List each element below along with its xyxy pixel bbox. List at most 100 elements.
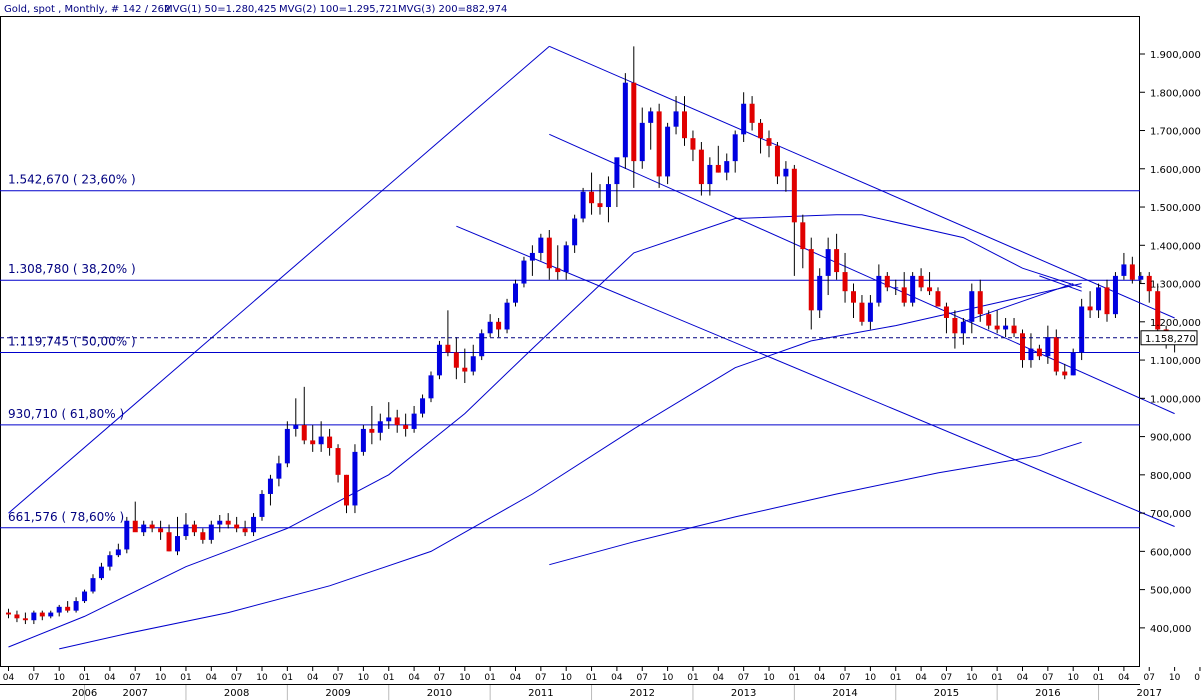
x-tick-label: 07: [434, 673, 445, 683]
candle-body: [639, 122, 645, 162]
ma2-label: MVG(2) 100=1.295,721: [279, 4, 398, 15]
x-tick-label: 07: [637, 673, 648, 683]
candle-body: [715, 164, 721, 173]
candle-body: [98, 566, 104, 579]
candle-body: [513, 283, 518, 303]
y-tick-label: 400,000: [1150, 624, 1191, 635]
x-tick-label: 10: [1067, 673, 1079, 683]
x-tick-label: 04: [1017, 673, 1029, 683]
candle-body: [935, 291, 941, 307]
candle-body: [386, 417, 392, 422]
x-tick-label: 07: [332, 673, 343, 683]
candle-body: [910, 275, 916, 303]
plot-frame: [0, 16, 1140, 667]
x-tick-label: 10: [865, 673, 877, 683]
candle-body: [369, 428, 375, 433]
ma1-label: MVG(1) 50=1.280,425: [164, 4, 277, 15]
candle-body: [1045, 337, 1051, 357]
candle-body: [884, 275, 890, 288]
trendlines: [8, 45, 1175, 527]
y-tick-label: 1.700,000: [1150, 127, 1201, 138]
candle-body: [335, 448, 341, 475]
candle-body: [1087, 306, 1093, 311]
candle-body: [504, 302, 510, 330]
trendline: [456, 225, 1175, 527]
x-tick-label: 01: [282, 673, 293, 683]
y-tick-label: 500,000: [1150, 586, 1191, 597]
candle-body: [14, 614, 20, 619]
candle-body: [960, 321, 966, 334]
x-tick-label: 04: [915, 673, 927, 683]
candle-body: [851, 291, 856, 303]
candle-body: [876, 275, 882, 303]
candle-body: [132, 520, 138, 533]
candle-body: [420, 398, 426, 414]
x-tick-label: 01: [1194, 673, 1201, 683]
candle-body: [344, 474, 349, 506]
x-tick-label: 04: [104, 673, 116, 683]
y-axis: 400,000 500,000 600,000 700,000 800,000 900,0…: [1140, 50, 1201, 635]
candle-body: [208, 524, 214, 540]
candle-body: [952, 317, 958, 334]
candle-body: [834, 249, 840, 273]
candle-body: [107, 555, 113, 567]
candle-body: [6, 612, 11, 615]
x-tick-label: 10: [358, 673, 370, 683]
fib-label: 1.542,670 ( 23,60% ): [8, 173, 136, 187]
candle-body: [259, 493, 265, 517]
candle-body: [39, 612, 45, 617]
x-tick-label: 10: [1169, 673, 1181, 683]
y-tick-label: 1.000,000: [1150, 394, 1201, 405]
candle-body: [487, 321, 493, 334]
x-tick-label: 04: [206, 673, 218, 683]
candle-body: [310, 440, 316, 445]
candle-body: [453, 352, 459, 368]
candle-body: [183, 524, 189, 537]
candle-body: [284, 428, 290, 464]
candle-body: [48, 612, 54, 617]
candle-body: [927, 287, 933, 292]
candle-body: [73, 601, 79, 611]
y-tick-label: 900,000: [1150, 433, 1191, 444]
fib-label: 1.308,780 ( 38,20% ): [8, 262, 136, 276]
ma3-label: MVG(3) 200=882,974: [398, 4, 507, 15]
x-year-label: 2015: [934, 688, 959, 699]
candle-body: [605, 184, 611, 208]
x-tick-label: 10: [256, 673, 268, 683]
candle-body: [859, 302, 865, 322]
candle-body: [555, 268, 561, 273]
candle-body: [808, 249, 814, 311]
candle-body: [234, 524, 240, 529]
candle-body: [867, 302, 873, 322]
fib-label: 930,710 ( 61,80% ): [8, 407, 124, 421]
candle-body: [428, 375, 434, 399]
candle-body: [217, 520, 223, 525]
x-tick-label: 01: [383, 673, 394, 683]
candle-body: [893, 287, 899, 289]
candle-body: [614, 157, 620, 185]
candle-body: [943, 306, 949, 318]
candle-body: [445, 344, 451, 353]
y-tick-label: 1.500,000: [1150, 203, 1201, 214]
candle-body: [1104, 287, 1110, 315]
candle-body: [327, 436, 333, 449]
x-axis: 04 07 10 01 04 07 10 01 04 07 10 01 04 07 10 01 04 07 10 01…: [3, 667, 1201, 700]
candle-body: [124, 520, 130, 550]
x-tick-label: 07: [231, 673, 242, 683]
x-tick-label: 04: [713, 673, 725, 683]
candle-body: [403, 425, 409, 429]
x-tick-label: 07: [28, 673, 39, 683]
x-tick-label: 04: [307, 673, 319, 683]
x-year-label: 2012: [630, 688, 655, 699]
x-tick-label: 10: [560, 673, 572, 683]
candle-body: [496, 321, 502, 330]
x-tick-label: 07: [738, 673, 749, 683]
x-tick-label: 01: [789, 673, 800, 683]
candle-body: [656, 111, 662, 177]
candle-body: [589, 191, 595, 204]
y-tick-label: 600,000: [1150, 547, 1191, 558]
x-year-label: 2017: [1137, 688, 1162, 699]
candle-body: [251, 516, 257, 533]
moving-average-line: [8, 214, 1082, 648]
